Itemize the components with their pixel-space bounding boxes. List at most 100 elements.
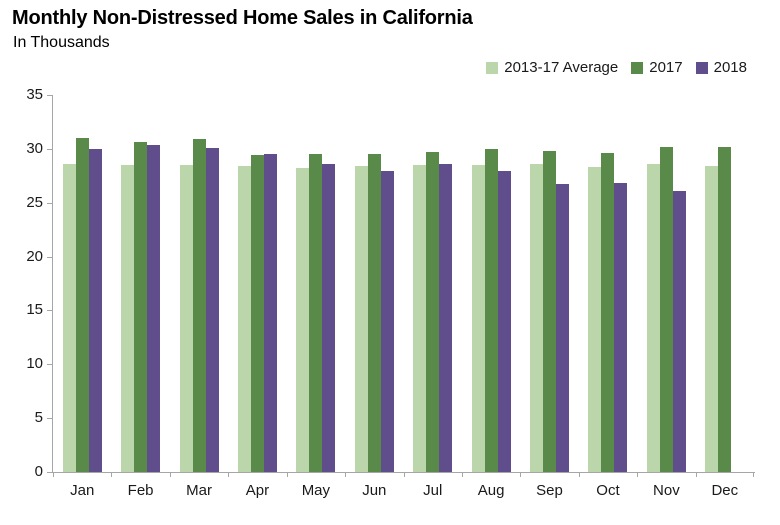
x-axis-tick-7 (461, 473, 463, 477)
y-axis-tick-20 (47, 256, 53, 258)
plot-area: 0 5 10 15 20 25 30 35 Jan Feb Mar Apr May Jun Jul Aug Se… (26, 87, 755, 498)
bar-2013-17-average-aug (471, 165, 485, 472)
y-axis-label-10: 10 (26, 355, 43, 373)
bar-group-aug (462, 95, 520, 472)
bar-2018-feb (147, 144, 161, 472)
x-axis-tick-2 (169, 473, 171, 477)
bar-2018-jul (439, 163, 453, 472)
x-axis-tick-5 (345, 473, 347, 477)
bar-2017-may (309, 154, 323, 472)
bar-2018-jan (88, 148, 102, 472)
bar-group-feb (111, 95, 169, 472)
bar-2018-oct (614, 183, 628, 472)
y-axis-line (52, 95, 53, 473)
bar-2013-17-average-dec (705, 166, 719, 472)
bar-2013-17-average-apr (237, 166, 251, 472)
bar-2013-17-average-nov (646, 163, 660, 472)
legend-label-2017: 2017 (649, 59, 683, 76)
y-axis-tick-15 (47, 310, 53, 312)
legend-swatch-2017 (631, 61, 644, 74)
bar-2017-oct (601, 153, 615, 472)
legend-item-2017: 2017 (631, 59, 683, 76)
y-axis-tick-10 (47, 364, 53, 366)
x-axis-tick-1 (111, 473, 113, 477)
bar-group-mar (170, 95, 228, 472)
y-axis-label-20: 20 (26, 247, 43, 265)
y-axis-label-35: 35 (26, 86, 43, 103)
legend-swatch-2018 (695, 61, 708, 74)
y-axis-label-25: 25 (26, 193, 43, 211)
x-axis-tick-8 (520, 473, 522, 477)
bar-2018-aug (497, 171, 511, 472)
y-axis-label-15: 15 (26, 301, 43, 319)
bar-2017-jun (367, 154, 381, 472)
x-axis-label-mar: Mar (186, 482, 212, 499)
bar-2017-sep (543, 151, 557, 472)
y-axis-label-0: 0 (34, 463, 43, 480)
y-axis-tick-5 (47, 418, 53, 420)
bar-2013-17-average-jan (62, 163, 76, 472)
y-axis-label-30: 30 (26, 139, 43, 157)
bar-2017-jan (75, 138, 89, 472)
bar-group-apr (228, 95, 286, 472)
x-axis-tick-9 (578, 473, 580, 477)
bar-2017-apr (250, 155, 264, 472)
legend-label-2013-17-average: 2013-17 Average (504, 59, 619, 76)
chart-subtitle: In Thousands (13, 34, 110, 51)
bar-group-sep (520, 95, 578, 472)
bar-2018-sep (556, 184, 570, 472)
chart-title: Monthly Non-Distressed Home Sales in Cal… (12, 7, 473, 29)
bar-2013-17-average-may (296, 168, 310, 472)
y-axis-tick-25 (47, 202, 53, 204)
x-axis-label-jul: Jul (423, 482, 443, 499)
bar-2018-apr (263, 154, 277, 472)
x-axis-label-jan: Jan (70, 482, 95, 499)
bar-2013-17-average-sep (530, 163, 544, 472)
x-axis-label-nov: Nov (653, 482, 680, 499)
x-axis-label-may: May (301, 482, 331, 499)
x-axis-tick-10 (637, 473, 639, 477)
x-axis-label-dec: Dec (711, 482, 739, 499)
bar-group-jun (345, 95, 403, 472)
bar-2013-17-average-jun (354, 166, 368, 472)
x-axis-line (52, 472, 755, 473)
legend-item-2013-17-average: 2013-17 Average (486, 59, 618, 76)
legend-label-2018: 2018 (713, 59, 747, 76)
bar-group-may (287, 95, 345, 472)
bar-2013-17-average-oct (588, 167, 602, 472)
y-axis-tick-0 (47, 472, 53, 473)
y-axis-label-5: 5 (34, 409, 43, 427)
x-axis-label-aug: Aug (477, 482, 505, 499)
y-axis-tick-30 (47, 148, 53, 150)
x-axis-label-oct: Oct (596, 482, 620, 499)
bar-group-nov (637, 95, 695, 472)
x-axis-tick-3 (228, 473, 230, 477)
bar-group-jan (53, 95, 111, 472)
bar-2018-mar (205, 147, 219, 472)
x-axis-label-jun: Jun (362, 482, 387, 499)
x-axis-label-sep: Sep (536, 482, 563, 499)
bar-2018-may (322, 163, 336, 472)
x-axis-tick-11 (695, 473, 697, 477)
legend-item-2018: 2018 (695, 59, 747, 76)
chart-legend: 2013-17 Average 2017 2018 (486, 59, 747, 76)
y-axis-tick-35 (47, 95, 53, 96)
bar-2017-mar (192, 139, 206, 472)
x-axis-label-apr: Apr (245, 482, 270, 499)
bar-2013-17-average-mar (179, 165, 193, 472)
x-axis-tick-12 (753, 473, 754, 477)
bar-2013-17-average-feb (121, 165, 135, 472)
bar-2017-feb (134, 142, 148, 472)
bar-2017-jul (426, 152, 440, 472)
bar-2017-aug (484, 148, 498, 472)
bar-2017-nov (659, 146, 673, 472)
x-axis-tick-0 (53, 473, 54, 477)
bar-group-jul (404, 95, 462, 472)
bar-group-dec (696, 95, 754, 472)
x-axis-label-feb: Feb (127, 482, 154, 499)
bar-2018-jun (380, 171, 394, 472)
bar-2018-nov (672, 190, 686, 472)
bar-2013-17-average-jul (413, 165, 427, 472)
bar-2017-dec (718, 146, 732, 472)
